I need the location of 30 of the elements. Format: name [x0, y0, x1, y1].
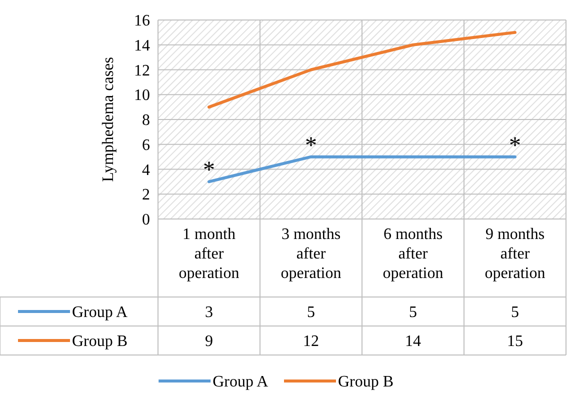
data-label: 15 — [507, 333, 523, 350]
data-label: 3 — [205, 304, 213, 322]
legend-label: Group B — [72, 333, 128, 350]
data-label: 9 — [205, 333, 213, 350]
x-tick-label: 6 months after operation — [382, 226, 444, 282]
y-tick-label: 8 — [142, 112, 150, 130]
annotation: * — [305, 132, 317, 159]
data-label: 5 — [409, 304, 417, 322]
y-tick-label: 12 — [134, 62, 150, 80]
y-tick-label: 4 — [142, 162, 150, 179]
y-tick-label: 6 — [142, 136, 150, 154]
text: Group A — [212, 374, 268, 391]
x-tick-label: 3 months after operation — [280, 226, 342, 282]
text: Group B — [338, 374, 394, 391]
y-axis-title: Lymphedema cases — [100, 57, 117, 182]
line-series — [208, 30, 516, 109]
legend-label: Group A — [72, 304, 128, 322]
annotation: * — [203, 158, 215, 184]
y-tick-label: 14 — [134, 37, 150, 54]
data-label: 5 — [307, 304, 315, 322]
y-tick-label: 10 — [134, 87, 150, 104]
data-label: 14 — [405, 333, 421, 350]
annotation: * — [509, 132, 521, 159]
x-tick-label: 9 months after operation — [484, 226, 546, 282]
data-label: 5 — [511, 304, 519, 322]
y-tick-label: 0 — [142, 212, 150, 229]
y-tick-label: 16 — [134, 12, 150, 30]
data-label: 12 — [303, 333, 319, 350]
y-tick-label: 2 — [142, 186, 150, 204]
x-tick-label: 1 month after operation — [178, 226, 240, 282]
